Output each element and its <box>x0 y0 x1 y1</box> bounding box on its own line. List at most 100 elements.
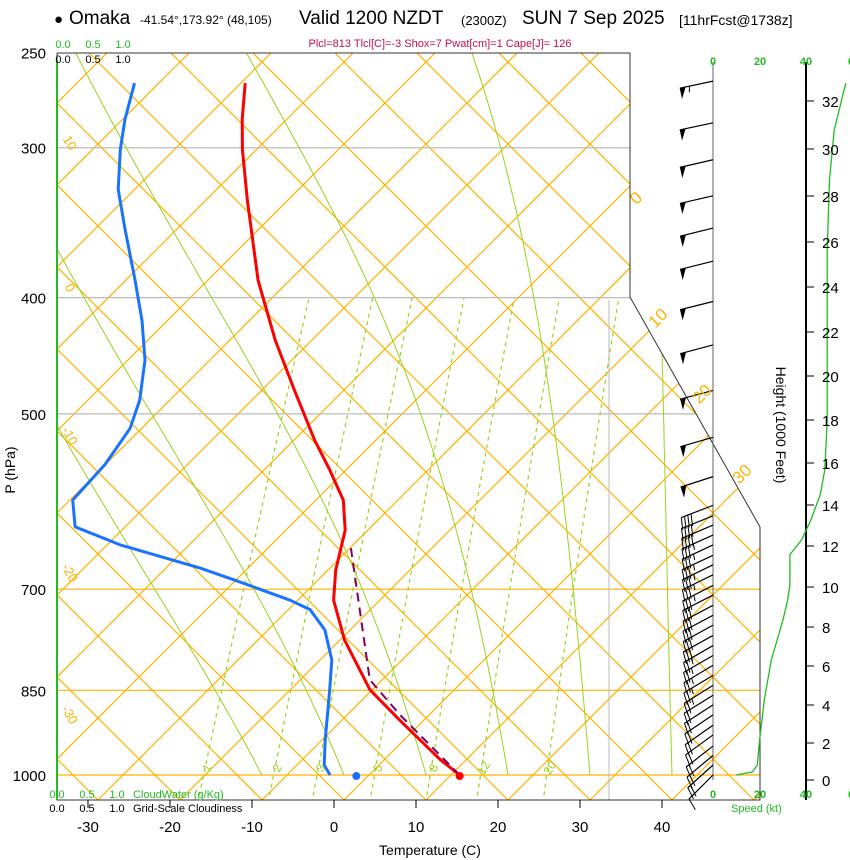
height-tick-label: 10 <box>822 580 839 597</box>
cloudwater-tick-top: 0.5 <box>85 39 100 51</box>
stability-indices: Plcl=813 Tlcl[C]=-3 Shox=7 Pwat[cm]=1 Ca… <box>308 38 572 50</box>
barb-feather <box>686 670 691 683</box>
cloudwater-tick-bottom: 1.0 <box>109 789 124 801</box>
barb-feather <box>681 548 685 562</box>
cloudwater-tick-top: 1.0 <box>115 39 130 51</box>
x-tick-label: -20 <box>159 819 181 836</box>
surface-temperature-dot <box>455 772 464 780</box>
barb-staff <box>681 544 714 560</box>
barb-feather <box>686 680 691 693</box>
isotherm-label-left: -30 <box>59 703 81 727</box>
cloudwater-label: CloudWater (g/Kg) <box>133 789 224 801</box>
isotherm-line <box>57 53 436 800</box>
isotherm-line <box>425 53 760 800</box>
dry-adiabat-line <box>57 53 263 800</box>
wind-barb <box>681 544 714 572</box>
barb-pennant <box>679 166 686 179</box>
wind-barb <box>679 260 714 281</box>
isotherm-line <box>57 53 190 800</box>
pressure-tick-label: 400 <box>21 291 46 308</box>
mixing-ratio-line <box>198 297 310 796</box>
height-tick-label: 32 <box>822 94 839 111</box>
cloudiness-tick-bottom: 0.0 <box>49 803 64 815</box>
sounding-curves <box>71 82 847 780</box>
barb-half-feather <box>693 574 696 581</box>
barb-half-feather <box>691 677 694 685</box>
barb-feather <box>680 517 684 530</box>
speed-tick-bottom: 0 <box>710 789 716 801</box>
barb-feather <box>682 641 687 654</box>
height-tick-label: 6 <box>822 659 830 676</box>
mixing-ratio-line <box>269 297 374 796</box>
barb-staff <box>679 195 714 205</box>
moist-adiabat-line <box>75 53 427 776</box>
barb-feather <box>688 627 693 641</box>
x-tick-label: -30 <box>77 819 99 836</box>
wind-barb <box>685 734 714 767</box>
barb-feather <box>690 534 694 547</box>
height-axis-label: Height (1000 Feet) <box>773 367 789 484</box>
barb-feather <box>682 651 687 664</box>
barb-feather <box>685 766 692 779</box>
isotherm-label-right: 20 <box>689 381 716 408</box>
height-tick-label: 28 <box>822 189 839 206</box>
pressure-tick-label: 700 <box>21 582 46 599</box>
barb-feather <box>680 528 684 541</box>
wind-barb <box>680 515 714 541</box>
station-name: Omaka <box>69 8 131 29</box>
barb-staff <box>681 524 714 539</box>
barb-half-feather <box>693 553 696 561</box>
isotherm-line <box>57 53 760 800</box>
barb-staff <box>683 645 714 664</box>
barb-feather <box>682 621 687 634</box>
height-tick-label: 20 <box>822 369 839 386</box>
speed-tick-top: 40 <box>800 56 812 68</box>
utc-time: (2300Z) <box>461 13 507 28</box>
speed-tick-bottom: 20 <box>754 789 766 801</box>
dry-adiabat-line <box>580 53 760 800</box>
barb-staff <box>683 684 714 704</box>
barb-pennant <box>680 308 686 321</box>
barb-staff <box>683 674 714 694</box>
barb-pennant <box>680 397 686 410</box>
barb-feather <box>688 576 692 589</box>
barb-feather <box>681 559 686 572</box>
mixing-ratio-line <box>370 297 465 796</box>
barb-feather <box>686 776 693 789</box>
x-tick-label: 30 <box>572 819 589 836</box>
wind-barb <box>680 436 714 458</box>
isotherm-line <box>589 53 760 800</box>
moist-adiabat-line <box>471 53 591 776</box>
barb-feather <box>686 721 692 734</box>
wind-barb <box>679 300 714 321</box>
barb-feather <box>683 713 689 726</box>
cloudwater-tick-bottom: 0.0 <box>49 789 64 801</box>
barb-feather <box>685 578 689 591</box>
speed-tick-bottom: 40 <box>800 789 812 801</box>
barb-feather <box>688 638 694 651</box>
barb-pennant <box>679 128 686 141</box>
barb-feather <box>687 525 691 539</box>
dewpoint-line <box>71 82 334 776</box>
station-coords: -41.54°,173.92° (48,105) <box>140 13 272 27</box>
isotherm-label-left: 0 <box>62 281 79 295</box>
pressure-tick-label: 250 <box>21 46 46 63</box>
height-tick-label: 8 <box>822 620 830 637</box>
barb-staff <box>680 476 714 488</box>
isotherm-line <box>57 53 272 800</box>
isotherm-label-right: 0 <box>626 188 646 208</box>
barb-feather <box>685 608 690 622</box>
valid-date: SUN 7 Sep 2025 <box>522 8 665 29</box>
wind-barb <box>679 227 714 247</box>
isotherm-label-left: -20 <box>59 561 81 585</box>
wind-barb <box>682 634 714 664</box>
height-tick-label: 12 <box>822 539 839 556</box>
height-tick-label: 0 <box>822 773 830 790</box>
barb-pennant <box>679 86 686 99</box>
barb-feather <box>684 744 691 757</box>
pressure-tick-label: 850 <box>21 683 46 700</box>
barb-staff <box>686 754 714 778</box>
barb-feather <box>685 629 690 642</box>
mixing-ratio-label: 12 <box>474 758 493 777</box>
height-tick-label: 4 <box>822 698 830 715</box>
